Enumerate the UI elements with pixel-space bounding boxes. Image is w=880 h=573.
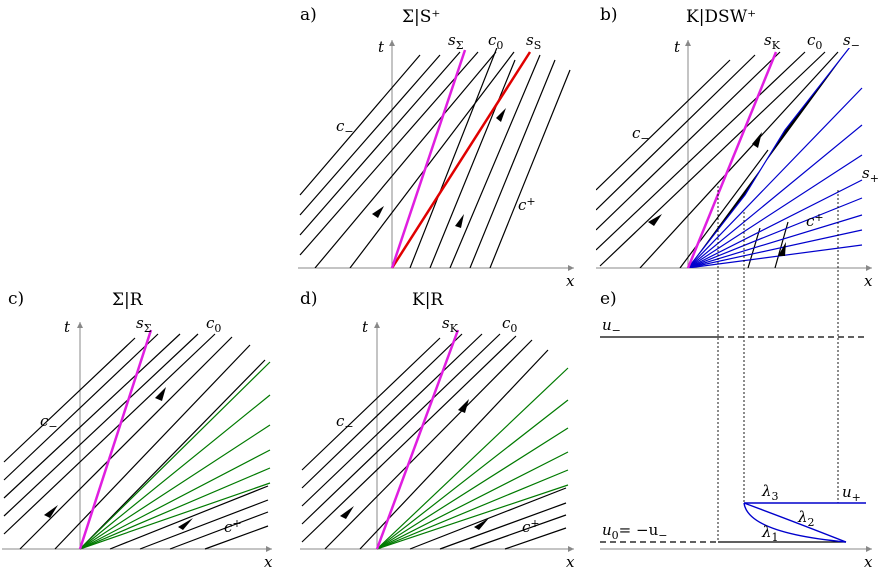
panel-a-x-label: x bbox=[566, 272, 575, 290]
panel-d-shock-k bbox=[375, 329, 460, 550]
panel-b-s-k-label: sK bbox=[764, 31, 781, 52]
panel-b-arrow-bottom bbox=[778, 242, 786, 256]
panel-d-title: K|R bbox=[412, 290, 444, 310]
panel-e-u0-label: u0= −u− bbox=[602, 521, 667, 542]
panel-b-c0-label: c0 bbox=[807, 31, 822, 52]
panel-d-t-label: t bbox=[362, 318, 369, 336]
panel-a-shock-sigma bbox=[390, 49, 467, 269]
panel-c-t-label: t bbox=[64, 318, 71, 336]
panel-b-arrow-left bbox=[648, 214, 662, 226]
panel-a-arrow-bottom bbox=[455, 214, 464, 228]
panel-b-c-minus-label: c− bbox=[632, 124, 650, 145]
panel-c: c) Σ|R t x sΣ c0 c− c+ bbox=[2, 289, 273, 571]
panel-e: e) x u− u0= −u− u+ λ3 λ2 λ1 bbox=[600, 186, 873, 571]
panel-d-tag: d) bbox=[300, 289, 318, 309]
panel-c-shock-sigma bbox=[78, 329, 153, 550]
panel-c-arrow-left bbox=[44, 505, 58, 518]
panel-c-c-minus-label: c− bbox=[40, 412, 58, 433]
panel-a: a) Σ|S⁺ t x sΣ c0 sS c− c+ bbox=[298, 5, 575, 290]
panel-b-dsw-fan bbox=[687, 48, 863, 268]
panel-c-title: Σ|R bbox=[112, 290, 144, 310]
panel-b-s-plus-label: s+ bbox=[862, 164, 879, 185]
panel-a-arrow-left bbox=[372, 206, 384, 218]
panel-d-arrow-bottom bbox=[474, 518, 489, 530]
panel-a-title: Σ|S⁺ bbox=[402, 7, 440, 27]
panel-b-tag: b) bbox=[600, 5, 618, 25]
panel-e-tag: e) bbox=[600, 289, 617, 309]
panel-b-title: K|DSW⁺ bbox=[686, 7, 756, 27]
panel-d-characteristics bbox=[301, 333, 567, 550]
panel-c-x-label: x bbox=[264, 553, 273, 571]
panel-b-t-label: t bbox=[674, 38, 681, 56]
panel-a-characteristics bbox=[299, 48, 571, 268]
panel-b-x-label: x bbox=[864, 272, 873, 290]
panel-d-x-label: x bbox=[566, 553, 575, 571]
panel-d-c-plus-label: c+ bbox=[522, 517, 540, 536]
panel-e-lambda1-curve bbox=[743, 502, 847, 543]
panel-e-lambda3-label: λ3 bbox=[761, 482, 779, 503]
panel-a-s-s-label: sS bbox=[526, 31, 541, 52]
panel-c-characteristics bbox=[3, 333, 269, 550]
panel-d-c-minus-label: c− bbox=[336, 412, 354, 433]
panel-d-c0-label: c0 bbox=[502, 314, 517, 335]
panel-b-shock-k bbox=[686, 51, 778, 269]
panel-c-tag: c) bbox=[8, 289, 24, 309]
panel-a-tag: a) bbox=[300, 5, 317, 25]
panel-e-u-plus-label: u+ bbox=[842, 483, 861, 504]
panel-a-c-plus-label: c+ bbox=[518, 195, 536, 214]
panel-b-s-minus-label: s− bbox=[843, 31, 860, 52]
panel-e-lambda2-curve bbox=[743, 502, 847, 543]
panel-a-t-label: t bbox=[378, 38, 385, 56]
panel-e-lambda1-label: λ1 bbox=[761, 523, 779, 544]
panel-c-c-plus-label: c+ bbox=[224, 517, 242, 536]
panel-d-s-k-label: sK bbox=[442, 314, 459, 335]
panel-c-rarefaction-fan bbox=[79, 361, 271, 550]
panel-d-arrow-left bbox=[340, 506, 354, 519]
panel-e-lambda2-label: λ2 bbox=[797, 508, 815, 529]
panel-e-dotted-guides bbox=[717, 186, 839, 542]
panel-c-arrow-bottom bbox=[178, 518, 193, 530]
panel-d-arrow-top bbox=[458, 399, 469, 413]
panel-d-rarefaction-fan bbox=[376, 367, 569, 550]
panel-b-characteristics bbox=[596, 51, 839, 268]
panel-a-c-minus-label: c− bbox=[336, 117, 354, 138]
panel-b-arrow-top bbox=[752, 132, 762, 148]
panel-b: b) K|DSW⁺ t x sK c0 s− s+ c− c+ bbox=[596, 5, 879, 290]
panel-a-arrow-top bbox=[496, 108, 506, 122]
panel-c-arrow-top bbox=[155, 387, 166, 401]
panel-e-x-label: x bbox=[864, 553, 873, 571]
panel-e-u-minus-label: u− bbox=[602, 316, 621, 337]
panel-c-c0-label: c0 bbox=[206, 314, 221, 335]
panel-a-c0-label: c0 bbox=[488, 31, 503, 52]
panel-a-shock-s bbox=[390, 51, 532, 269]
panel-a-s-sigma-label: sΣ bbox=[448, 31, 464, 52]
panel-b-c-plus-label: c+ bbox=[806, 211, 824, 230]
panel-c-s-sigma-label: sΣ bbox=[136, 314, 152, 335]
panel-d: d) K|R t x sK c0 c− c+ bbox=[300, 289, 575, 571]
